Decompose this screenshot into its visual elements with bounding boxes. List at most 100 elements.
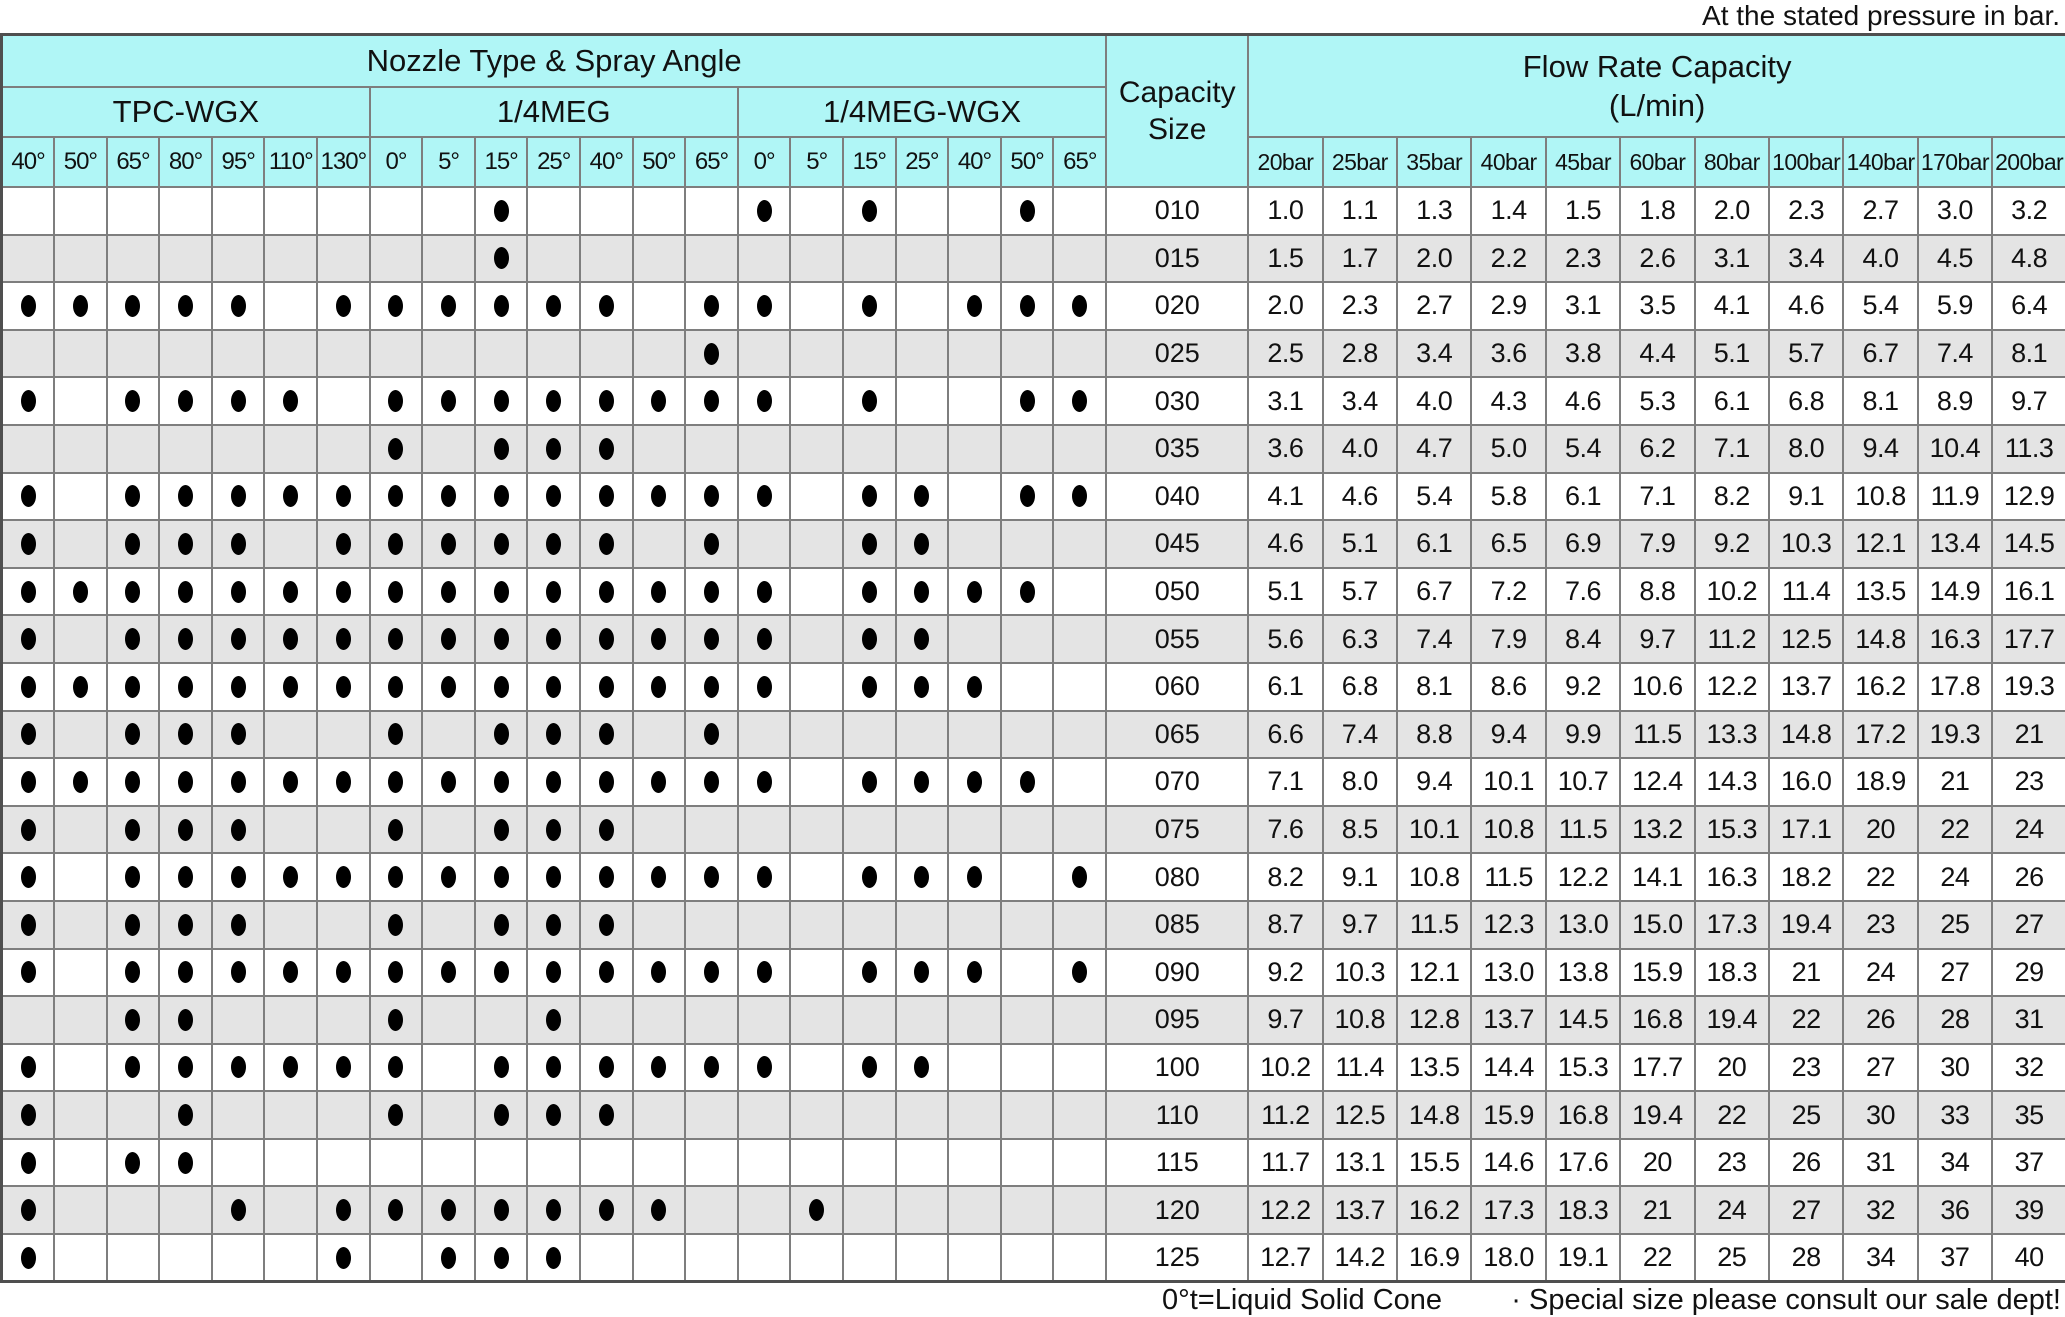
availability-dot: [914, 866, 930, 889]
availability-dot: [388, 580, 404, 603]
availability-dot: [20, 818, 36, 841]
availability-dot: [178, 390, 194, 413]
availability-dot: [651, 580, 667, 603]
nozzle-group-header: TPC-WGX: [0, 86, 371, 138]
dot-cell: [684, 709, 739, 760]
dot-cell: [842, 661, 897, 712]
availability-dot: [230, 961, 246, 984]
flow-rate-value: 3.5: [1619, 281, 1696, 331]
flow-rate-value: 5.6: [1247, 614, 1324, 664]
availability-dot: [546, 390, 562, 413]
dot-cell: [158, 709, 213, 760]
availability-dot: [388, 866, 404, 889]
empty-cell: [631, 281, 687, 331]
empty-cell: [53, 328, 108, 379]
angle-header: 95°: [210, 136, 266, 188]
table-row: 045 4.6 5.1 6.1 6.5 6.9 7.9 9.2 10.3 12.1 13.4 14.5: [0, 519, 2065, 569]
availability-dot: [230, 818, 246, 841]
flow-rate-value: 16.0: [1767, 757, 1845, 807]
dot-cell: [526, 566, 582, 617]
empty-cell: [631, 899, 687, 950]
flow-rate-value: 9.7: [1991, 376, 2065, 426]
availability-dot: [493, 437, 509, 460]
availability-dot: [441, 961, 457, 984]
dot-cell: [368, 1090, 424, 1140]
flow-rate-value: 3.4: [1767, 233, 1845, 284]
flow-rate-value: 5.1: [1247, 566, 1324, 617]
dot-cell: [1052, 947, 1108, 998]
title-header-row: Nozzle Type & Spray Angle Capacity Size …: [0, 33, 2065, 188]
empty-cell: [210, 1233, 266, 1283]
empty-cell: [789, 519, 844, 569]
availability-dot: [230, 675, 246, 698]
empty-cell: [210, 423, 266, 474]
empty-cell: [789, 186, 844, 236]
empty-cell: [210, 186, 266, 236]
empty-cell: [579, 995, 634, 1045]
capacity-size-value: 095: [1105, 995, 1250, 1045]
availability-dot: [20, 675, 36, 698]
dot-cell: [421, 947, 476, 998]
empty-cell: [1052, 995, 1108, 1045]
flow-rate-value: 27: [1842, 1042, 1919, 1093]
flow-rate-value: 13.4: [1916, 519, 1994, 569]
dot-cell: [263, 566, 319, 617]
availability-dot: [704, 342, 720, 365]
dot-cell: [526, 899, 582, 950]
dot-cell: [526, 519, 582, 569]
empty-cell: [53, 709, 108, 760]
dot-cell: [631, 1042, 687, 1093]
availability-dot: [493, 1246, 509, 1269]
dot-cell: [210, 852, 266, 902]
dot-cell: [842, 947, 897, 998]
flow-rate-value: 4.5: [1916, 233, 1994, 284]
flow-rate-value: 10.6: [1619, 661, 1696, 712]
dot-cell: [0, 519, 56, 569]
flow-rate-value: 13.2: [1619, 804, 1696, 855]
availability-dot: [388, 390, 404, 413]
availability-dot: [493, 723, 509, 746]
flow-rate-value: 23: [1842, 899, 1919, 950]
dot-cell: [158, 519, 213, 569]
availability-dot: [125, 1151, 141, 1174]
empty-cell: [0, 328, 56, 379]
dot-cell: [842, 471, 897, 522]
dot-cell: [894, 1042, 950, 1093]
dot-cell: [210, 1042, 266, 1093]
availability-dot: [756, 961, 772, 984]
availability-dot: [598, 961, 614, 984]
availability-dot: [388, 628, 404, 651]
dot-cell: [473, 281, 529, 331]
pressure-note: At the stated pressure in bar.: [1702, 0, 2060, 31]
dot-cell: [105, 947, 161, 998]
availability-dot: [861, 866, 877, 889]
flow-rate-value: 17.7: [1991, 614, 2065, 664]
flow-rate-value: 13.8: [1544, 947, 1622, 998]
capacity-size-value: 070: [1105, 757, 1250, 807]
availability-dot: [756, 199, 772, 222]
capacity-size-value: 120: [1105, 1185, 1250, 1236]
empty-cell: [736, 519, 792, 569]
flow-rate-value: 16.9: [1395, 1233, 1473, 1283]
flow-rate-value: 3.6: [1247, 423, 1324, 474]
dot-cell: [105, 471, 161, 522]
empty-cell: [631, 1233, 687, 1283]
availability-dot: [335, 1246, 351, 1269]
availability-dot: [20, 913, 36, 936]
dot-cell: [947, 281, 1002, 331]
capacity-size-value: 015: [1105, 233, 1250, 284]
availability-dot: [546, 723, 562, 746]
empty-cell: [263, 709, 319, 760]
empty-cell: [473, 1137, 529, 1188]
flow-rate-value: 17.3: [1470, 1185, 1547, 1236]
flow-rate-value: 28: [1767, 1233, 1845, 1283]
empty-cell: [631, 233, 687, 284]
angle-header: 0°: [368, 136, 424, 188]
flow-rate-value: 18.3: [1693, 947, 1770, 998]
empty-cell: [894, 328, 950, 379]
flow-rate-value: 31: [1991, 995, 2065, 1045]
availability-dot: [230, 723, 246, 746]
dot-cell: [368, 709, 424, 760]
dot-cell: [105, 614, 161, 664]
dot-cell: [105, 376, 161, 426]
